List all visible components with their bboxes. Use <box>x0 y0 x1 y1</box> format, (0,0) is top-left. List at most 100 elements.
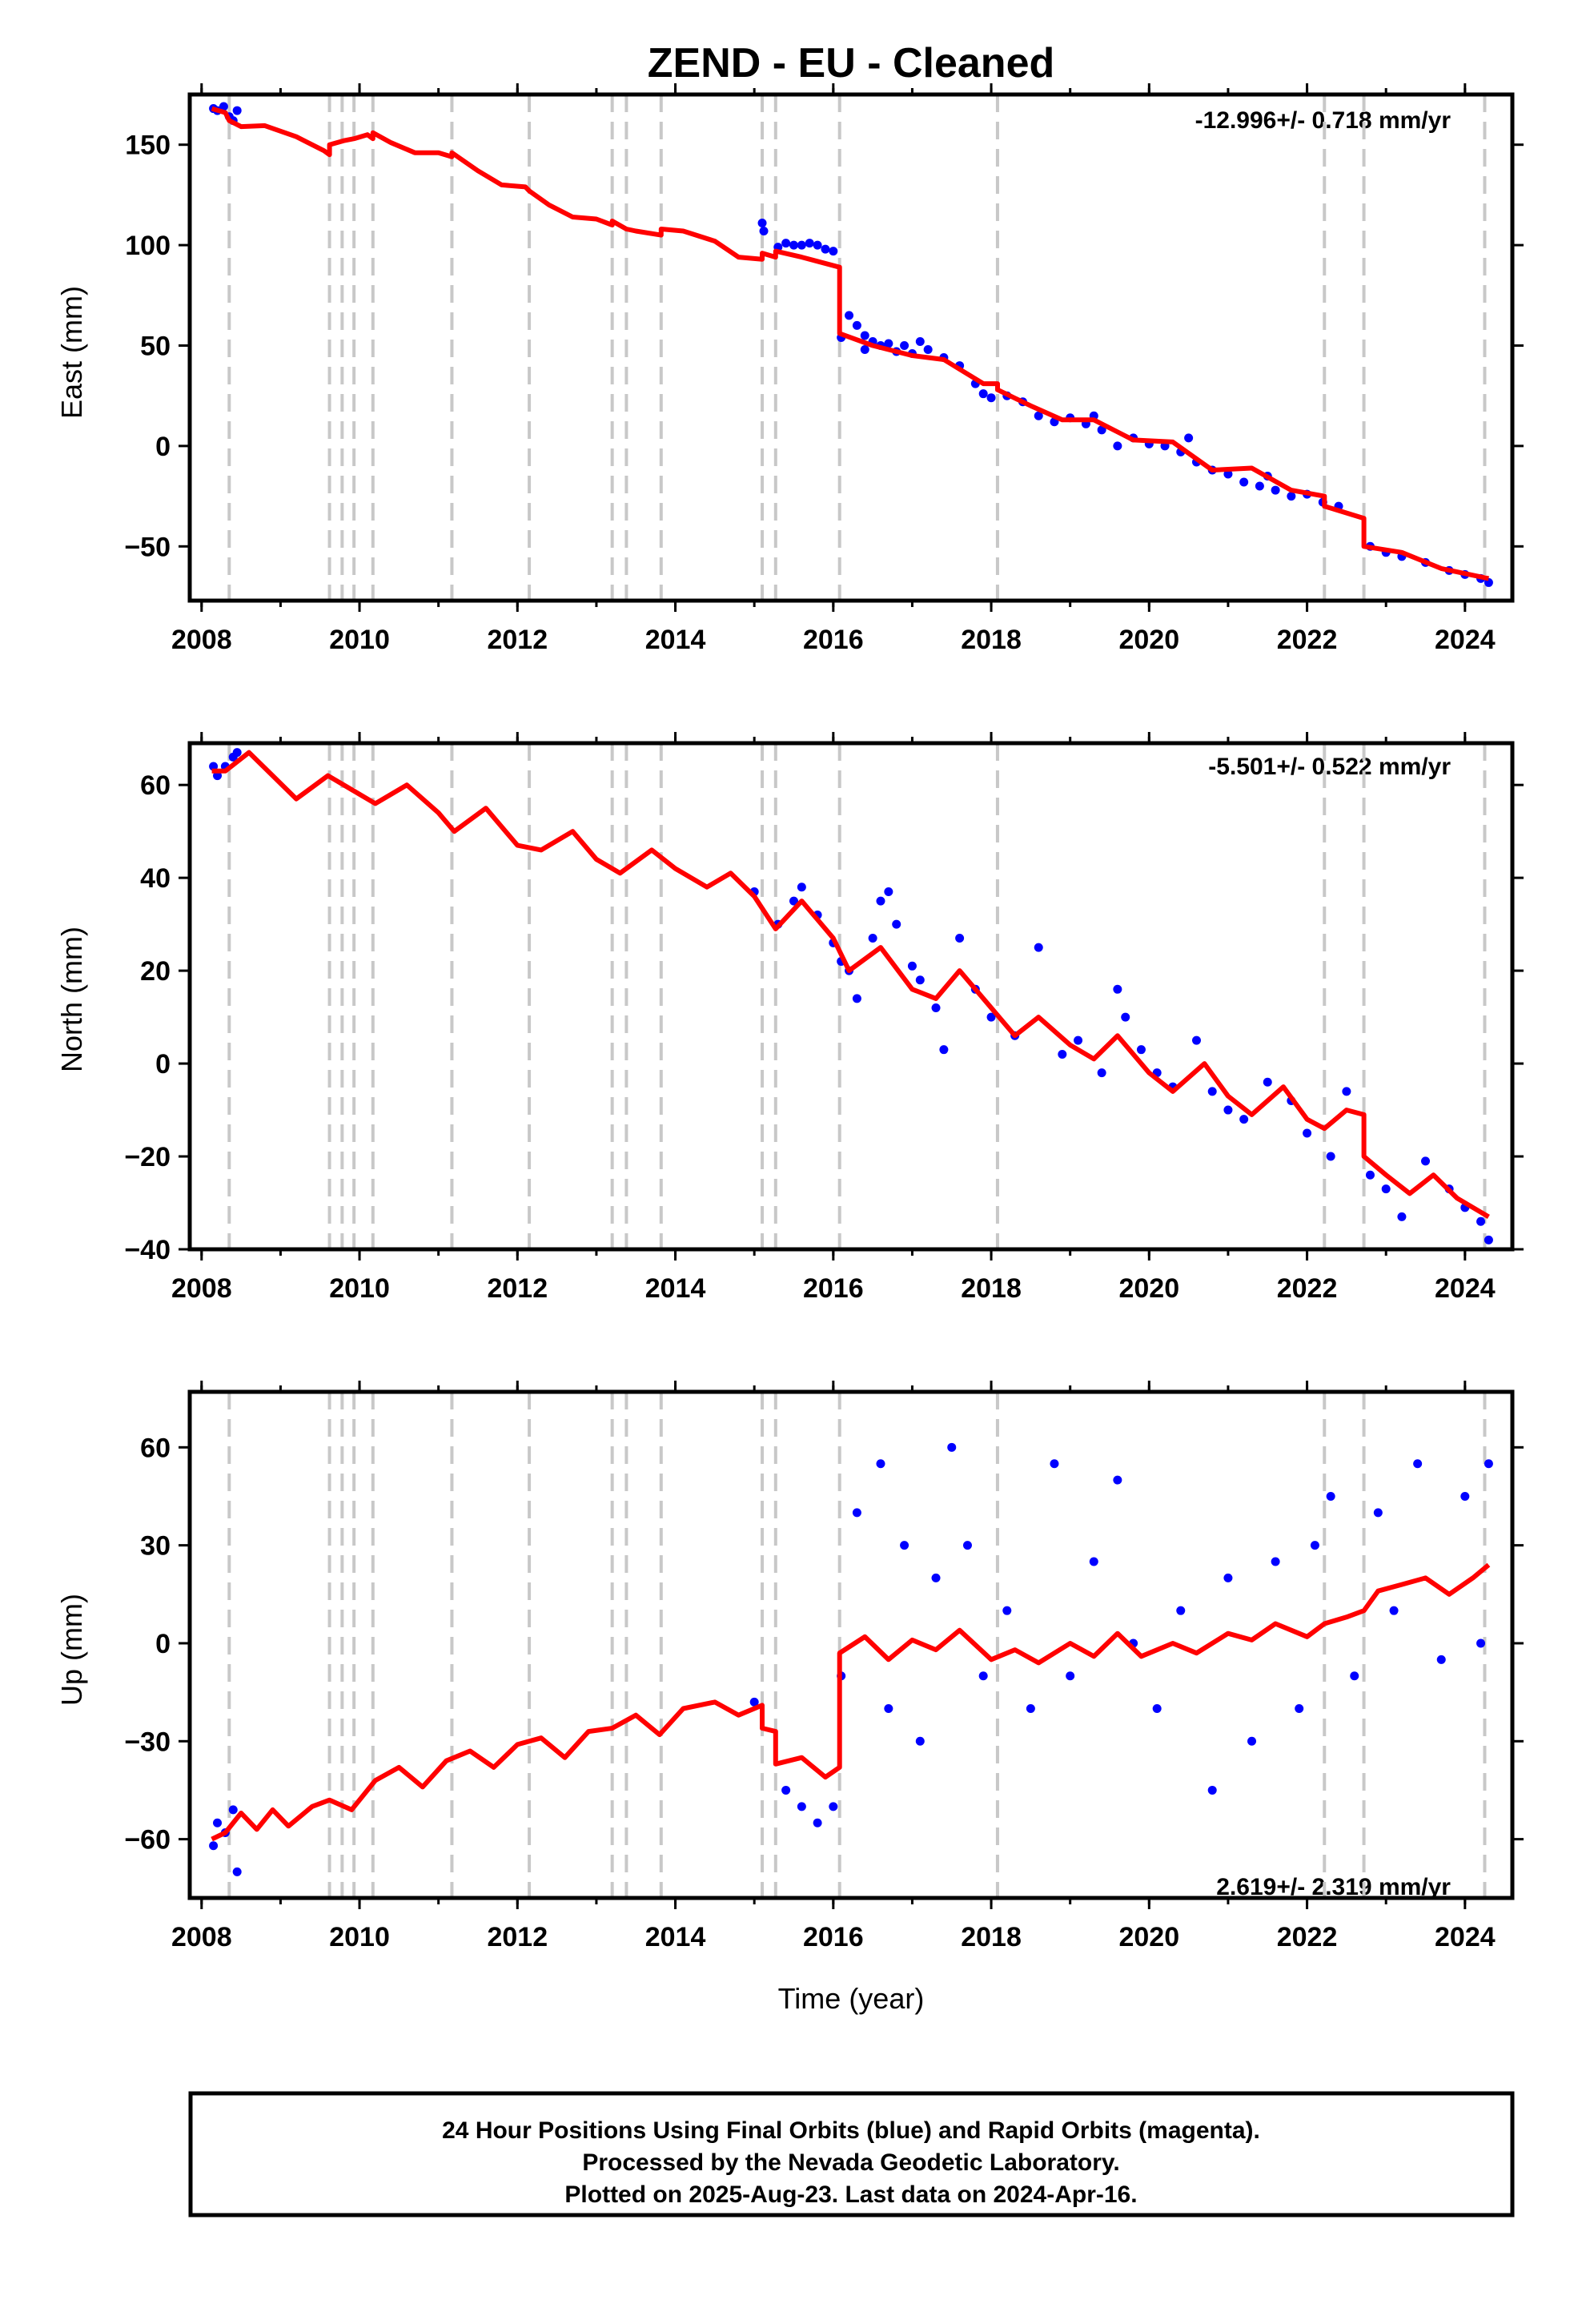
east-data-point-11 <box>797 240 806 250</box>
up-x-tick-label-2: 2012 <box>487 1922 548 1952</box>
north-data-point-50 <box>1476 1216 1486 1226</box>
up-panel: Up (mm) 2.619+/- 2.319 mm/yr 2008 2010 201… <box>55 1381 1524 1952</box>
north-data-point-31 <box>1121 1012 1130 1022</box>
footer-box <box>188 2091 1515 2217</box>
up-model-line <box>211 1562 1491 1842</box>
up-x-tick-label-3: 2014 <box>645 1922 706 1952</box>
north-x-tick-label-8: 2024 <box>1435 1273 1496 1304</box>
east-y-tick-label-2: 50 <box>140 331 171 361</box>
up-data-point-35 <box>1326 1491 1335 1501</box>
east-data-point-12 <box>805 239 814 248</box>
up-x-tick-label-8: 2024 <box>1435 1922 1496 1952</box>
north-model-line <box>211 750 1490 1219</box>
east-data-point-15 <box>829 247 838 256</box>
north-data-point-24 <box>986 1012 996 1022</box>
up-y-tick-label-3: 30 <box>140 1531 171 1562</box>
east-x-tick-label-2: 2012 <box>487 625 548 655</box>
east-panel: East (mm) -12.996+/- 0.718 mm/yr 2008 201… <box>55 83 1524 655</box>
up-data-point-21 <box>1026 1704 1035 1714</box>
east-y-axis-label: East (mm) <box>55 286 88 419</box>
north-y-tick-label-3: 20 <box>140 956 171 987</box>
east-x-tick-label-7: 2022 <box>1277 625 1338 655</box>
east-data-point-25 <box>923 345 933 355</box>
up-x-tick-label-7: 2022 <box>1277 1922 1338 1952</box>
east-data-point-6 <box>757 219 767 228</box>
east-data-point-13 <box>813 240 822 250</box>
north-y-tick-label-1: −20 <box>124 1142 171 1172</box>
up-y-tick-label-0: −60 <box>124 1825 171 1856</box>
north-data-point-21 <box>939 1045 949 1055</box>
east-data-point-10 <box>789 240 798 250</box>
east-x-tick-label-1: 2010 <box>329 625 390 655</box>
up-y-axis-label: Up (mm) <box>55 1594 88 1706</box>
footer-line-2: Processed by the Nevada Geodetic Laborat… <box>582 2149 1119 2176</box>
east-x-tick-label-6: 2020 <box>1118 625 1179 655</box>
north-data-point-22 <box>955 934 965 943</box>
east-y-tick-label-3: 100 <box>125 231 171 261</box>
x-axis-label: Time (year) <box>778 1982 925 2015</box>
up-data-point-30 <box>1223 1573 1233 1582</box>
east-data-point-65 <box>1184 433 1194 443</box>
east-data-point-48 <box>1271 485 1280 495</box>
north-data-point-20 <box>931 1003 941 1012</box>
east-x-tick-label-4: 2016 <box>803 625 864 655</box>
north-data-point-35 <box>1191 1035 1201 1045</box>
north-data-point-28 <box>1074 1035 1083 1045</box>
footer-line-1: 24 Hour Positions Using Final Orbits (bl… <box>442 2117 1260 2144</box>
up-data-point-28 <box>1176 1606 1186 1615</box>
north-data-point-39 <box>1263 1077 1272 1087</box>
up-data-point-7 <box>797 1802 806 1811</box>
up-data-point-31 <box>1247 1736 1257 1746</box>
north-data-point-14 <box>868 934 877 943</box>
north-x-tick-label-1: 2010 <box>329 1273 390 1304</box>
east-data-point-14 <box>821 244 830 254</box>
up-data-point-8 <box>813 1818 822 1827</box>
up-data-point-13 <box>884 1704 893 1714</box>
north-y-tick-label-5: 60 <box>140 770 171 801</box>
east-data-point-5 <box>232 106 242 115</box>
east-data-point-33 <box>1034 411 1043 420</box>
east-data-point-38 <box>1113 441 1122 451</box>
up-data-point-34 <box>1310 1541 1319 1550</box>
east-data-point-45 <box>1223 469 1233 479</box>
north-x-tick-label-4: 2016 <box>803 1273 864 1304</box>
north-x-tick-label-3: 2014 <box>645 1273 706 1304</box>
footer-line-3: Plotted on 2025-Aug-23. Last data on 202… <box>564 2181 1137 2208</box>
north-x-tick-label-0: 2008 <box>171 1273 232 1304</box>
north-data-point-0 <box>209 762 219 771</box>
up-data-point-36 <box>1350 1671 1359 1681</box>
north-frame <box>187 741 1515 1252</box>
up-data-point-19 <box>978 1671 988 1681</box>
east-data-point-23 <box>900 340 909 350</box>
north-x-tick-label-6: 2020 <box>1118 1273 1179 1304</box>
east-model-line <box>211 106 1490 581</box>
up-data-point-37 <box>1373 1508 1383 1518</box>
east-data-point-21 <box>884 339 893 348</box>
east-data-point-46 <box>1239 477 1249 487</box>
north-data-point-19 <box>915 975 925 985</box>
east-x-tick-label-5: 2018 <box>961 625 1022 655</box>
north-x-tick-label-2: 2012 <box>487 1273 548 1304</box>
east-data-point-29 <box>978 389 988 399</box>
north-data-point-43 <box>1342 1087 1351 1096</box>
up-data-point-15 <box>915 1736 925 1746</box>
up-y-tick-label-4: 60 <box>140 1433 171 1463</box>
north-rate-text: -5.501+/- 0.522 mm/yr <box>1208 754 1451 780</box>
north-data-point-32 <box>1136 1045 1146 1055</box>
up-data-point-25 <box>1113 1475 1122 1485</box>
up-data-point-11 <box>852 1508 861 1518</box>
north-x-tick-label-5: 2018 <box>961 1273 1022 1304</box>
up-y-tick-label-1: −30 <box>124 1727 171 1757</box>
up-data-point-24 <box>1089 1557 1098 1566</box>
north-data-point-45 <box>1381 1184 1391 1194</box>
up-x-tick-label-6: 2020 <box>1118 1922 1179 1952</box>
east-y-tick-label-0: −50 <box>124 532 171 562</box>
up-data-point-5 <box>749 1697 759 1707</box>
east-data-point-49 <box>1287 492 1296 501</box>
east-x-tick-label-8: 2024 <box>1435 625 1496 655</box>
north-data-point-8 <box>797 883 806 892</box>
north-data-point-47 <box>1421 1156 1431 1166</box>
up-data-point-40 <box>1436 1655 1446 1664</box>
north-data-point-4 <box>232 748 242 758</box>
